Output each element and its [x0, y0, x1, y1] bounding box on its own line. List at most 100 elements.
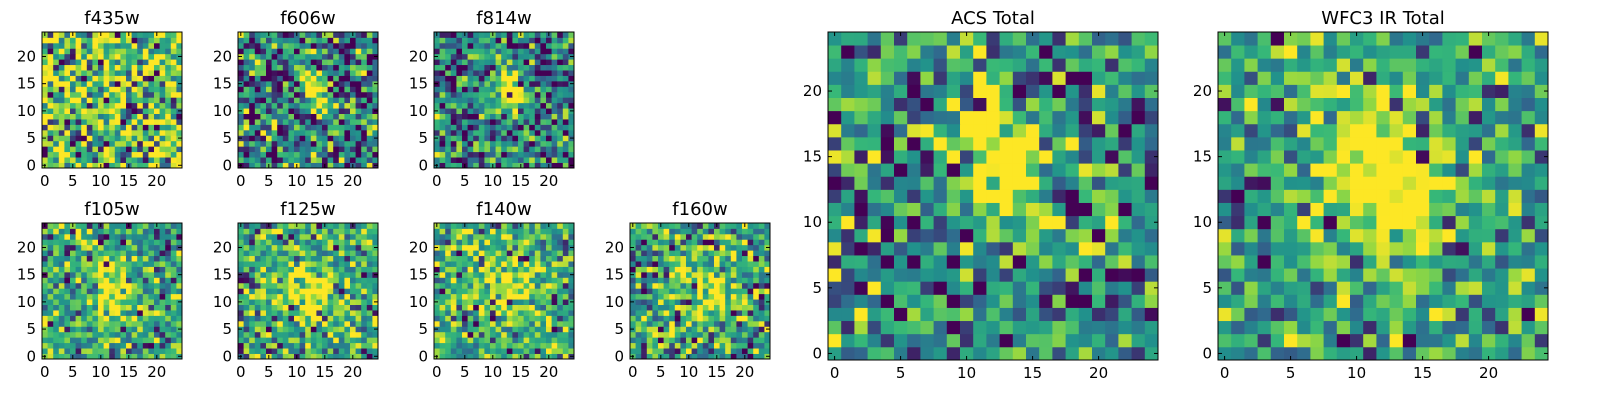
heatmap-cell	[372, 233, 379, 240]
heatmap-cell	[462, 113, 468, 120]
heatmap-cell	[53, 244, 60, 251]
heatmap-cell	[75, 266, 82, 273]
heatmap-cell	[501, 353, 508, 360]
heatmap-cell	[316, 261, 323, 267]
heatmap-cell	[445, 59, 452, 66]
heatmap-cell	[288, 239, 295, 246]
heatmap-cell	[495, 108, 502, 114]
heatmap-cell	[355, 233, 362, 240]
heatmap-cell	[674, 353, 681, 360]
heatmap-cell	[271, 80, 278, 87]
heatmap-cell	[299, 151, 306, 158]
heatmap-cell	[53, 91, 60, 98]
heatmap-cell	[512, 348, 519, 354]
heatmap-cell	[635, 337, 642, 344]
heatmap-cell	[316, 266, 323, 273]
heatmap-cell	[75, 320, 82, 327]
heatmap-cell	[165, 293, 172, 300]
heatmap-cell	[98, 266, 104, 273]
heatmap-cell	[719, 233, 726, 240]
heatmap-cell	[47, 157, 54, 163]
heatmap-cell	[456, 353, 463, 360]
heatmap-cell	[1105, 176, 1119, 190]
heatmap-cell	[366, 271, 373, 278]
heatmap-cell	[473, 162, 480, 169]
heatmap-cell	[154, 337, 160, 344]
heatmap-cell	[562, 299, 569, 305]
axes-frame	[433, 31, 575, 169]
heatmap-cell	[126, 86, 132, 93]
heatmap-cell	[450, 124, 457, 131]
heatmap-cell	[669, 244, 676, 251]
heatmap-cell	[652, 293, 659, 300]
heatmap-cell	[338, 320, 345, 327]
heatmap-cell	[137, 124, 144, 131]
heatmap-cell	[58, 250, 65, 257]
heatmap-cell	[176, 86, 183, 93]
heatmap-cell	[344, 75, 351, 82]
heatmap-cell	[165, 353, 172, 360]
heatmap-cell	[98, 299, 104, 305]
heatmap-cell	[1026, 307, 1040, 322]
heatmap-cell	[534, 140, 541, 147]
heatmap-cell	[333, 342, 340, 349]
heatmap-cell	[907, 150, 921, 164]
heatmap-cell	[148, 53, 155, 60]
heatmap-cell	[327, 59, 334, 66]
heatmap-cell	[462, 337, 468, 344]
heatmap-cell	[305, 320, 312, 327]
heatmap-cell	[142, 244, 149, 251]
heatmap-cell	[462, 250, 468, 257]
heatmap-cell	[478, 244, 485, 251]
heatmap-cell	[126, 337, 132, 344]
heatmap-cell	[103, 80, 110, 87]
heatmap-cell	[366, 64, 373, 71]
heatmap-cell	[641, 293, 648, 300]
heatmap-cell	[282, 223, 289, 229]
heatmap-cell	[254, 331, 261, 338]
heatmap-cell	[960, 255, 974, 269]
heatmap-cell	[1039, 255, 1053, 269]
heatmap-cell	[551, 48, 558, 55]
heatmap-cell	[333, 80, 340, 87]
heatmap-cell	[142, 337, 149, 344]
heatmap-cell	[841, 189, 855, 203]
heatmap-cell	[450, 304, 457, 311]
heatmap-cell	[1105, 228, 1119, 243]
heatmap-cell	[730, 228, 737, 235]
heatmap-cell	[154, 320, 160, 327]
heatmap-cell	[462, 70, 468, 76]
heatmap-cell	[154, 97, 160, 104]
heatmap-cell	[1039, 320, 1053, 335]
heatmap-cell	[1039, 163, 1053, 177]
x-tick-label: 10	[287, 172, 306, 190]
heatmap-cell	[635, 326, 642, 333]
heatmap-cell	[305, 91, 312, 98]
heatmap-cell	[841, 241, 855, 256]
heatmap-cell	[299, 348, 306, 354]
heatmap-cell	[176, 59, 183, 66]
heatmap-cell	[568, 64, 575, 71]
heatmap-cell	[920, 228, 934, 243]
heatmap-cell	[372, 70, 379, 76]
heatmap-cell	[646, 271, 653, 278]
heatmap-cell	[86, 80, 93, 87]
heatmap-cell	[148, 37, 155, 44]
heatmap-cell	[254, 250, 261, 257]
heatmap-cell	[120, 37, 127, 44]
heatmap-cell	[86, 288, 93, 295]
heatmap-cell	[512, 250, 519, 257]
heatmap-cell	[450, 266, 457, 273]
heatmap-cell	[64, 102, 71, 109]
heatmap-cell	[867, 346, 882, 361]
heatmap-cell	[81, 228, 88, 235]
heatmap-cell	[907, 163, 921, 177]
heatmap-cell	[361, 162, 368, 169]
heatmap-cell	[120, 53, 127, 60]
heatmap-cell	[946, 255, 961, 269]
heatmap-cell	[490, 151, 496, 158]
heatmap-cell	[305, 108, 312, 114]
heatmap-cell	[434, 282, 440, 289]
heatmap-cell	[282, 320, 289, 327]
heatmap-cell	[478, 261, 485, 267]
